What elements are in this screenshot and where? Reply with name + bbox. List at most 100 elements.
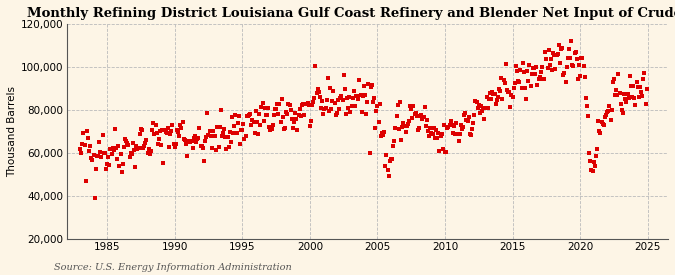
Point bbox=[516, 86, 527, 90]
Point bbox=[529, 66, 539, 70]
Point bbox=[523, 79, 534, 83]
Point bbox=[124, 155, 135, 159]
Point bbox=[194, 126, 205, 131]
Point bbox=[429, 135, 440, 140]
Point bbox=[105, 147, 116, 151]
Point bbox=[425, 126, 436, 130]
Point bbox=[489, 92, 500, 97]
Point bbox=[578, 64, 589, 68]
Point bbox=[604, 104, 615, 108]
Point bbox=[640, 102, 651, 106]
Point bbox=[92, 153, 103, 158]
Point bbox=[544, 63, 555, 68]
Point bbox=[446, 123, 457, 127]
Point bbox=[593, 118, 603, 123]
Point bbox=[123, 142, 134, 147]
Point bbox=[291, 117, 302, 121]
Point bbox=[161, 131, 172, 135]
Point bbox=[220, 135, 231, 139]
Point bbox=[301, 102, 312, 107]
Point bbox=[261, 113, 271, 118]
Point bbox=[549, 53, 560, 57]
Point bbox=[340, 111, 351, 116]
Point bbox=[128, 141, 138, 145]
Point bbox=[414, 126, 425, 130]
Point bbox=[567, 62, 578, 67]
Point bbox=[107, 146, 118, 151]
Point bbox=[227, 114, 238, 119]
Point bbox=[498, 78, 509, 83]
Point bbox=[449, 123, 460, 128]
Point bbox=[79, 143, 90, 147]
Point bbox=[432, 136, 443, 140]
Point bbox=[333, 107, 344, 112]
Point bbox=[338, 73, 349, 77]
Point bbox=[298, 102, 308, 106]
Point bbox=[82, 136, 93, 141]
Point bbox=[364, 151, 375, 155]
Point bbox=[192, 137, 202, 141]
Point bbox=[306, 119, 317, 123]
Point bbox=[610, 93, 620, 98]
Point bbox=[247, 118, 258, 122]
Point bbox=[541, 56, 551, 61]
Point bbox=[562, 65, 572, 69]
Point bbox=[180, 141, 191, 146]
Point bbox=[184, 139, 194, 144]
Point bbox=[556, 47, 566, 52]
Point bbox=[326, 107, 337, 111]
Point bbox=[616, 102, 626, 107]
Point bbox=[476, 104, 487, 108]
Point bbox=[399, 123, 410, 128]
Point bbox=[444, 122, 455, 127]
Point bbox=[350, 94, 361, 98]
Point bbox=[514, 80, 524, 84]
Point bbox=[149, 132, 160, 136]
Point bbox=[96, 155, 107, 160]
Point bbox=[372, 103, 383, 108]
Point bbox=[530, 72, 541, 76]
Point bbox=[589, 164, 600, 168]
Point bbox=[167, 123, 178, 127]
Point bbox=[248, 120, 259, 124]
Point bbox=[296, 102, 307, 107]
Point bbox=[344, 95, 354, 100]
Point bbox=[153, 136, 164, 141]
Point bbox=[419, 105, 430, 110]
Point bbox=[282, 112, 293, 117]
Point bbox=[151, 131, 162, 135]
Point bbox=[374, 102, 385, 106]
Point bbox=[109, 148, 119, 152]
Point bbox=[443, 125, 454, 130]
Point bbox=[138, 145, 148, 150]
Point bbox=[483, 97, 494, 101]
Point bbox=[609, 76, 620, 81]
Point bbox=[143, 147, 154, 151]
Point bbox=[85, 144, 96, 148]
Point bbox=[570, 50, 581, 54]
Point bbox=[395, 100, 406, 104]
Point bbox=[95, 150, 106, 154]
Point bbox=[542, 66, 553, 70]
Point bbox=[86, 156, 97, 160]
Point bbox=[309, 96, 320, 100]
Point bbox=[78, 131, 89, 136]
Point bbox=[412, 128, 423, 132]
Point bbox=[522, 69, 533, 73]
Point bbox=[209, 134, 219, 139]
Point bbox=[331, 111, 342, 115]
Point bbox=[330, 113, 341, 117]
Point bbox=[580, 95, 591, 100]
Point bbox=[387, 157, 398, 161]
Point bbox=[317, 99, 327, 103]
Point bbox=[577, 56, 588, 60]
Point bbox=[466, 127, 477, 131]
Point bbox=[404, 119, 414, 123]
Point bbox=[555, 61, 566, 65]
Point bbox=[550, 67, 561, 71]
Point bbox=[279, 126, 290, 131]
Point bbox=[325, 86, 335, 90]
Point bbox=[592, 146, 603, 151]
Point bbox=[132, 146, 143, 151]
Point bbox=[475, 111, 485, 115]
